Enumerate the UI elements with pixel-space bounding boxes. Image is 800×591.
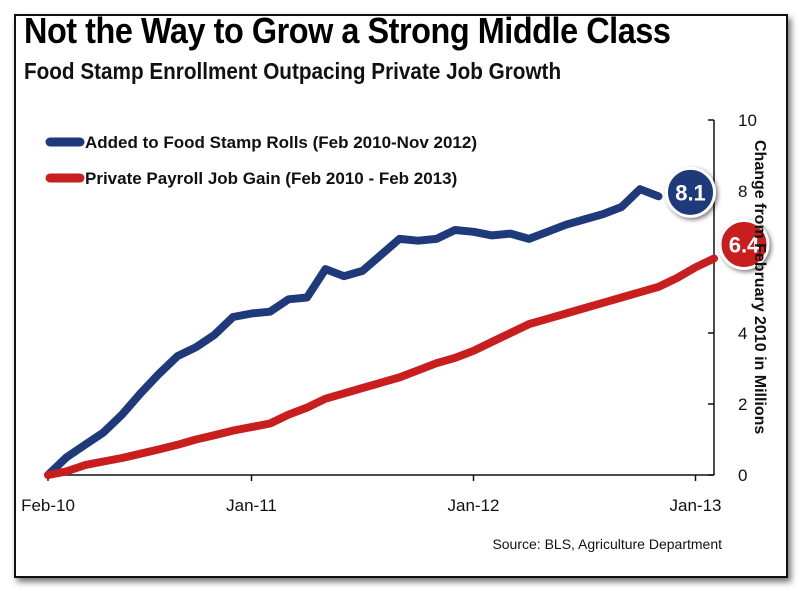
source-note: Source: BLS, Agriculture Department (492, 536, 722, 552)
end-label-value-2: 6.4 (729, 232, 760, 257)
y-tick-label: 4 (738, 324, 747, 343)
y-tick-label: 0 (738, 466, 747, 485)
x-tick-label: Jan-13 (670, 496, 722, 515)
end-label-circle-2 (718, 218, 770, 270)
x-tick-label: Jan-11 (226, 496, 277, 515)
chart-subtitle: Food Stamp Enrollment Outpacing Private … (24, 58, 562, 84)
series-line-2 (44, 254, 718, 479)
chart-frame (14, 14, 788, 578)
end-label-value-1: 8.1 (675, 180, 706, 205)
y-axis-label: Change from February 2010 in Millions (751, 140, 768, 434)
x-tick-label: Feb-10 (21, 496, 75, 515)
series-lines (44, 185, 718, 479)
chart-title: Not the Way to Grow a Strong Middle Clas… (24, 10, 671, 51)
end-labels: 8.1 6.4 (665, 166, 770, 270)
legend-label-1: Added to Food Stamp Rolls (Feb 2010-Nov … (85, 133, 477, 152)
x-tick-label: Jan-12 (448, 496, 500, 515)
legend-label-2: Private Payroll Job Gain (Feb 2010 - Feb… (85, 169, 457, 188)
end-label-circle-1 (665, 166, 716, 218)
y-tick-label: 2 (738, 395, 747, 414)
y-tick-label: 8 (738, 182, 747, 201)
series-line-1 (44, 185, 663, 479)
y-tick-label: 10 (738, 111, 757, 130)
legend: Added to Food Stamp Rolls (Feb 2010-Nov … (45, 133, 477, 188)
